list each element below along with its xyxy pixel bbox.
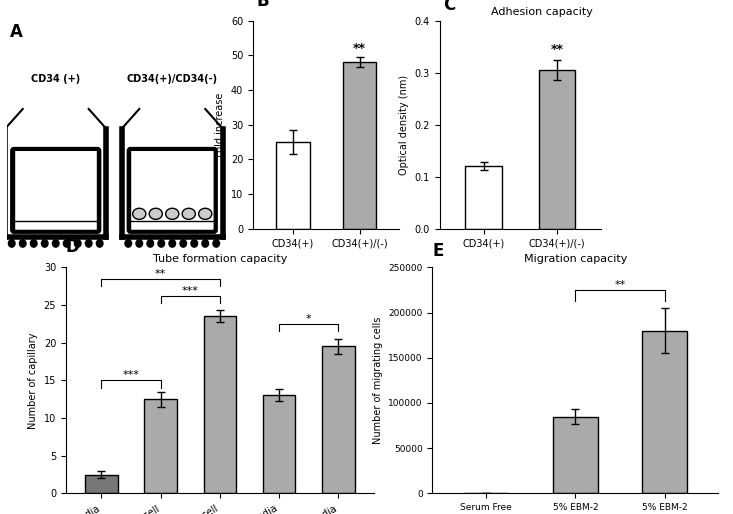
Ellipse shape <box>166 208 179 219</box>
Bar <box>539 70 575 229</box>
Circle shape <box>53 240 59 247</box>
Circle shape <box>74 240 81 247</box>
Bar <box>343 62 376 229</box>
Bar <box>465 166 502 229</box>
Text: E: E <box>432 242 444 260</box>
Bar <box>322 346 355 493</box>
Bar <box>642 331 687 493</box>
Text: C: C <box>443 0 456 14</box>
FancyBboxPatch shape <box>129 149 216 232</box>
Text: A: A <box>10 23 23 41</box>
Ellipse shape <box>199 208 212 219</box>
Bar <box>263 395 295 493</box>
Text: B: B <box>257 0 269 10</box>
Circle shape <box>20 240 26 247</box>
Circle shape <box>136 240 142 247</box>
Ellipse shape <box>150 208 163 219</box>
Bar <box>144 399 177 493</box>
Text: D: D <box>66 238 80 256</box>
Circle shape <box>158 240 164 247</box>
Bar <box>204 316 236 493</box>
Ellipse shape <box>182 208 196 219</box>
Text: CD34 (+): CD34 (+) <box>31 75 81 84</box>
Circle shape <box>97 240 103 247</box>
Bar <box>553 416 597 493</box>
Circle shape <box>180 240 186 247</box>
Circle shape <box>147 240 154 247</box>
Ellipse shape <box>133 208 146 219</box>
Circle shape <box>125 240 132 247</box>
Text: Adhesion capacity: Adhesion capacity <box>491 7 593 17</box>
Text: **: ** <box>155 269 166 279</box>
Circle shape <box>64 240 70 247</box>
Y-axis label: Number of capillary: Number of capillary <box>28 332 38 429</box>
Y-axis label: Fold increase: Fold increase <box>216 93 225 157</box>
Title: Tube formation capacity: Tube formation capacity <box>152 254 287 264</box>
Title: Migration capacity: Migration capacity <box>523 254 627 264</box>
Circle shape <box>31 240 37 247</box>
Text: **: ** <box>614 280 626 290</box>
Text: *: * <box>306 314 312 324</box>
Text: ***: *** <box>182 286 199 296</box>
Circle shape <box>213 240 220 247</box>
Circle shape <box>191 240 198 247</box>
Circle shape <box>202 240 208 247</box>
Text: ***: *** <box>122 371 139 380</box>
Circle shape <box>9 240 15 247</box>
Circle shape <box>42 240 48 247</box>
Text: **: ** <box>353 42 366 55</box>
Text: **: ** <box>550 43 564 57</box>
Circle shape <box>85 240 92 247</box>
Text: CD34(+)/CD34(-): CD34(+)/CD34(-) <box>127 75 218 84</box>
Circle shape <box>169 240 176 247</box>
Y-axis label: Number of migrating cells: Number of migrating cells <box>372 317 383 444</box>
FancyBboxPatch shape <box>12 149 99 232</box>
Bar <box>85 474 118 493</box>
Y-axis label: Optical density (nm): Optical density (nm) <box>399 75 409 175</box>
Bar <box>276 142 309 229</box>
